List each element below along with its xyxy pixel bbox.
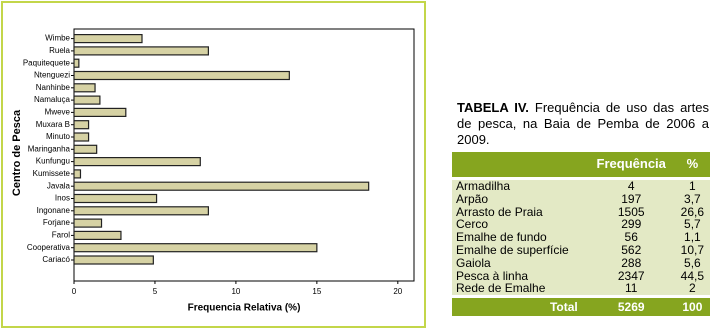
- bar: [73, 206, 209, 216]
- bar: [73, 193, 158, 204]
- bar: [73, 83, 96, 93]
- table-cell: 288: [587, 256, 675, 270]
- bar: [73, 34, 143, 44]
- table-cell: Armadilha: [452, 180, 588, 193]
- y-tick-label: Inos: [55, 194, 70, 203]
- table-cell: 26,6: [674, 205, 710, 219]
- y-tick-label: Ingonane: [37, 206, 71, 215]
- bar: [73, 132, 90, 142]
- bar: [73, 255, 154, 265]
- y-axis-label: Centro de Pesca: [11, 109, 23, 196]
- y-tick-label: Nanhinbe: [36, 83, 71, 92]
- table-cell: 299: [587, 218, 675, 232]
- chart-frame: Centro de Pesca Frequencia Relativa (%) …: [1, 1, 426, 328]
- table-row: Arpão 197 3,7: [452, 192, 710, 206]
- table-cell: Emalhe de superfície: [452, 244, 588, 257]
- table-cell: Arrasto de Praia: [452, 205, 588, 219]
- bar: [73, 46, 209, 56]
- table-cell: 1: [674, 180, 710, 193]
- bar: [73, 70, 290, 81]
- table-cell: 562: [587, 244, 675, 257]
- table-cell: 2: [674, 282, 710, 296]
- y-tick-label: Farol: [52, 231, 70, 240]
- caption-label: TABELA IV.: [457, 100, 529, 115]
- table-cell: 5,7: [674, 218, 710, 232]
- table-row: Emalhe de superfície 562 10,7: [452, 244, 710, 257]
- x-tick-label: 15: [312, 287, 321, 296]
- x-tick-label: 20: [393, 287, 402, 296]
- y-tick-label: Maringanha: [28, 144, 71, 153]
- y-tick-label: Forjane: [43, 218, 71, 227]
- table-row: Cerco 299 5,7: [452, 218, 710, 232]
- chart: Centro de Pesca Frequencia Relativa (%) …: [11, 28, 415, 314]
- table-row: Total 5269 100: [452, 298, 710, 317]
- bar: [73, 144, 98, 154]
- table: Frequência% Armadilha 4 1 Arpão 197 3,7 Arrasto…: [452, 152, 710, 317]
- table-row: Pesca à linha 2347 44,5: [452, 269, 710, 283]
- table-cell: 2347: [587, 269, 675, 283]
- table-cell: 56: [587, 231, 675, 244]
- plot-frame: [73, 28, 415, 282]
- table-cell: %: [674, 152, 710, 177]
- table-cell: 100: [674, 298, 710, 317]
- y-tick-label: Ntenguezi: [34, 71, 70, 80]
- table-cell: Pesca à linha: [452, 269, 588, 283]
- table-row: Armadilha 4 1: [452, 180, 710, 193]
- table-cell: [452, 152, 588, 177]
- y-tick-label: Namaluça: [34, 95, 71, 104]
- table-cell: Cerco: [452, 218, 588, 232]
- y-tick-label: Paquitequete: [23, 58, 71, 67]
- bar: [73, 181, 370, 191]
- table-cell: 44,5: [674, 269, 710, 283]
- bar: [73, 230, 122, 240]
- y-tick-label: Minuto: [46, 132, 71, 141]
- y-tick-label: Cooperativa: [27, 243, 71, 252]
- bar: [73, 58, 80, 68]
- table-row: Emalhe de fundo 56 1,1: [452, 231, 710, 244]
- caption-text: Frequência de uso das artes de pesca, na…: [457, 100, 709, 147]
- table-cell: 10,7: [674, 244, 710, 257]
- y-tick-label: Cariacó: [42, 255, 70, 264]
- table-cell: Arpão: [452, 192, 588, 206]
- table-row: Gaiola 288 5,6: [452, 256, 710, 270]
- y-tick-label: Kumissete: [33, 169, 71, 178]
- bar: [73, 95, 101, 105]
- y-tick-label: Javala: [47, 181, 71, 190]
- table-cell: 1505: [587, 205, 675, 219]
- x-tick-label: 0: [72, 287, 77, 296]
- y-tick-label: Kunfungu: [36, 157, 70, 166]
- table-cell: 1,1: [674, 231, 710, 244]
- y-tick-label: Mweve: [45, 108, 71, 117]
- table-cell: Frequência: [587, 152, 675, 177]
- bar: [73, 218, 103, 228]
- y-tick-label: Ruela: [49, 46, 70, 55]
- y-tick-label: Wimbe: [45, 34, 70, 43]
- table-cell: Gaiola: [452, 256, 588, 270]
- bar: [73, 169, 82, 179]
- table-row: Frequência%: [452, 152, 710, 177]
- table-cell: 11: [587, 282, 675, 296]
- table-row: Arrasto de Praia 1505 26,6: [452, 205, 710, 219]
- x-axis-label: Frequencia Relativa (%): [188, 303, 301, 314]
- x-tick-label: 10: [231, 287, 240, 296]
- bar: [73, 107, 127, 118]
- table-cell: 4: [587, 180, 675, 193]
- bar: [73, 157, 201, 167]
- table-cell: Total: [452, 298, 588, 317]
- table-cell: 5269: [587, 298, 675, 317]
- bar: [73, 120, 90, 130]
- caption: TABELA IV. Frequência de uso das artes d…: [457, 100, 709, 148]
- table-cell: 3,7: [674, 192, 710, 206]
- x-tick-label: 5: [153, 287, 158, 296]
- table-cell: Emalhe de fundo: [452, 231, 588, 244]
- table-cell: 5,6: [674, 256, 710, 270]
- y-tick-label: Muxara B: [36, 120, 70, 129]
- table-cell: 197: [587, 192, 675, 206]
- bar: [73, 243, 318, 253]
- table-cell: Rede de Emalhe: [452, 282, 588, 296]
- table-row: Rede de Emalhe 11 2: [452, 282, 710, 296]
